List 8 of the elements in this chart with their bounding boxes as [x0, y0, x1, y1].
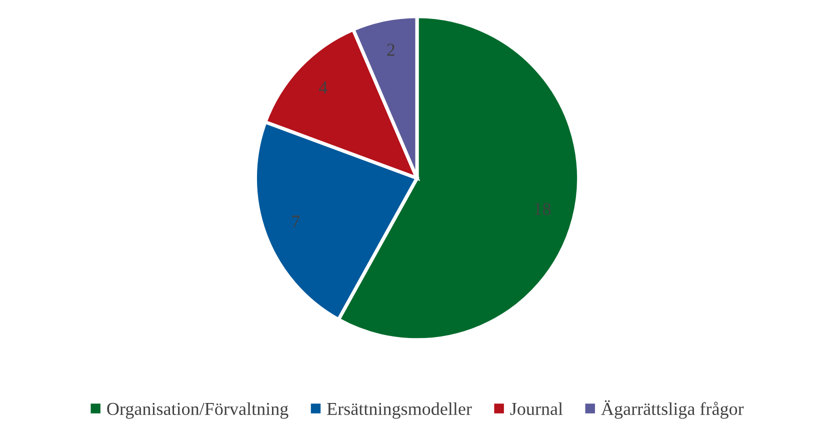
legend-label: Ägarrättsliga frågor — [601, 400, 744, 419]
data-label: 18 — [534, 202, 551, 216]
data-label: 4 — [319, 81, 328, 94]
data-label: 7 — [292, 216, 300, 228]
legend-label: Ersättningsmodeller — [327, 402, 472, 419]
legend-label: Organisation/Förvaltning — [107, 402, 288, 419]
data-label: 2 — [387, 44, 394, 56]
legend-label: Journal — [510, 402, 563, 416]
